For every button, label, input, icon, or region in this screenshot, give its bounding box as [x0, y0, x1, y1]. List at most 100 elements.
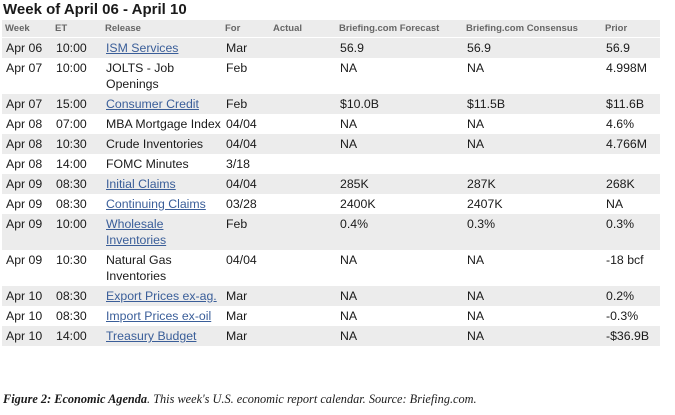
- prior-value: 4.766M: [606, 137, 648, 151]
- row-3-period-cell: Feb: [222, 94, 270, 114]
- row-6-prior-cell: [602, 154, 660, 174]
- forecast-value: NA: [340, 289, 358, 303]
- release-link[interactable]: ISM Services: [106, 41, 179, 55]
- row-5-time-cell: 10:30: [52, 134, 102, 154]
- row-7-date-cell: Apr 09: [2, 174, 52, 194]
- row-7-forecast-cell: 285K: [336, 174, 463, 194]
- row-1-period-cell: Mar: [222, 38, 270, 58]
- release-link[interactable]: Initial Claims: [106, 177, 176, 191]
- row-7-period-cell: 04/04: [222, 174, 270, 194]
- row-10-actual-cell: [270, 250, 336, 286]
- date-value: Apr 07: [6, 61, 43, 75]
- column-header-actual: Actual: [270, 20, 336, 38]
- date-value: Apr 09: [6, 217, 43, 231]
- forecast-value: NA: [340, 137, 358, 151]
- prior-value: -$36.9B: [606, 329, 650, 343]
- row-4-date-cell: Apr 08: [2, 114, 52, 134]
- row-10-time-cell: 10:30: [52, 250, 102, 286]
- release-value: Natural Gas Inventories: [106, 253, 172, 283]
- release-value: MBA Mortgage Index: [106, 117, 221, 131]
- period-value: 04/04: [226, 137, 257, 151]
- forecast-value: 2400K: [340, 197, 376, 211]
- column-header-for: For: [222, 20, 270, 38]
- row-2-period-cell: Feb: [222, 58, 270, 94]
- period-value: Mar: [226, 41, 248, 55]
- row-11-actual-cell: [270, 286, 336, 306]
- release-link[interactable]: Wholesale Inventories: [106, 217, 167, 247]
- forecast-value: NA: [340, 309, 358, 323]
- row-12-actual-cell: [270, 306, 336, 326]
- period-value: Feb: [226, 61, 248, 75]
- forecast-value: NA: [340, 61, 358, 75]
- consensus-value: 56.9: [467, 41, 491, 55]
- period-value: 04/04: [226, 177, 257, 191]
- row-12-period-cell: Mar: [222, 306, 270, 326]
- prior-value: 56.9: [606, 41, 630, 55]
- period-value: Mar: [226, 329, 248, 343]
- row-1-consensus-cell: 56.9: [463, 38, 602, 58]
- row-11-release-cell: Export Prices ex-ag.: [102, 286, 222, 306]
- row-13-consensus-cell: NA: [463, 326, 602, 346]
- time-value: 14:00: [56, 329, 87, 343]
- prior-value: 4.998M: [606, 61, 648, 75]
- row-5-actual-cell: [270, 134, 336, 154]
- row-6-release-cell: FOMC Minutes: [102, 154, 222, 174]
- period-value: 03/28: [226, 197, 257, 211]
- release-link[interactable]: Import Prices ex-oil: [106, 309, 212, 323]
- date-value: Apr 09: [6, 253, 43, 267]
- row-6-period-cell: 3/18: [222, 154, 270, 174]
- row-2-prior-cell: 4.998M: [602, 58, 660, 94]
- date-value: Apr 07: [6, 97, 43, 111]
- row-8-forecast-cell: 2400K: [336, 194, 463, 214]
- row-9-consensus-cell: 0.3%: [463, 214, 602, 250]
- row-1-forecast-cell: 56.9: [336, 38, 463, 58]
- row-1-prior-cell: 56.9: [602, 38, 660, 58]
- prior-value: 0.2%: [606, 289, 635, 303]
- date-value: Apr 09: [6, 177, 43, 191]
- forecast-value: NA: [340, 253, 358, 267]
- row-4-actual-cell: [270, 114, 336, 134]
- row-11-period-cell: Mar: [222, 286, 270, 306]
- period-value: Mar: [226, 309, 248, 323]
- row-10-period-cell: 04/04: [222, 250, 270, 286]
- forecast-value: 285K: [340, 177, 369, 191]
- row-2-consensus-cell: NA: [463, 58, 602, 94]
- caption-lead: Figure 2: Economic Agenda: [3, 392, 148, 406]
- release-link[interactable]: Treasury Budget: [106, 329, 197, 343]
- row-6-forecast-cell: [336, 154, 463, 174]
- row-8-consensus-cell: 2407K: [463, 194, 602, 214]
- row-13-forecast-cell: NA: [336, 326, 463, 346]
- row-9-date-cell: Apr 09: [2, 214, 52, 250]
- row-5-period-cell: 04/04: [222, 134, 270, 154]
- row-12-time-cell: 08:30: [52, 306, 102, 326]
- time-value: 10:30: [56, 137, 87, 151]
- time-value: 08:30: [56, 289, 87, 303]
- period-value: Feb: [226, 97, 248, 111]
- prior-value: NA: [606, 197, 624, 211]
- row-11-time-cell: 08:30: [52, 286, 102, 306]
- consensus-value: NA: [467, 253, 485, 267]
- period-value: Feb: [226, 217, 248, 231]
- time-value: 10:00: [56, 217, 87, 231]
- consensus-value: $11.5B: [467, 97, 506, 111]
- consensus-value: NA: [467, 61, 485, 75]
- period-value: Mar: [226, 289, 248, 303]
- release-link[interactable]: Continuing Claims: [106, 197, 206, 211]
- row-10-prior-cell: -18 bcf: [602, 250, 660, 286]
- release-link[interactable]: Consumer Credit: [106, 97, 199, 111]
- row-3-release-cell: Consumer Credit: [102, 94, 222, 114]
- calendar-title: Week of April 06 - April 10: [3, 1, 187, 18]
- prior-value: $11.6B: [606, 97, 645, 111]
- release-link[interactable]: Export Prices ex-ag.: [106, 289, 217, 303]
- row-2-release-cell: JOLTS - Job Openings: [102, 58, 222, 94]
- row-4-period-cell: 04/04: [222, 114, 270, 134]
- consensus-value: NA: [467, 329, 485, 343]
- caption-text: . This week's U.S. economic report calen…: [147, 392, 477, 406]
- date-value: Apr 08: [6, 137, 43, 151]
- row-5-forecast-cell: NA: [336, 134, 463, 154]
- row-9-forecast-cell: 0.4%: [336, 214, 463, 250]
- time-value: 10:00: [56, 61, 87, 75]
- row-8-date-cell: Apr 09: [2, 194, 52, 214]
- consensus-value: 2407K: [467, 197, 503, 211]
- row-12-forecast-cell: NA: [336, 306, 463, 326]
